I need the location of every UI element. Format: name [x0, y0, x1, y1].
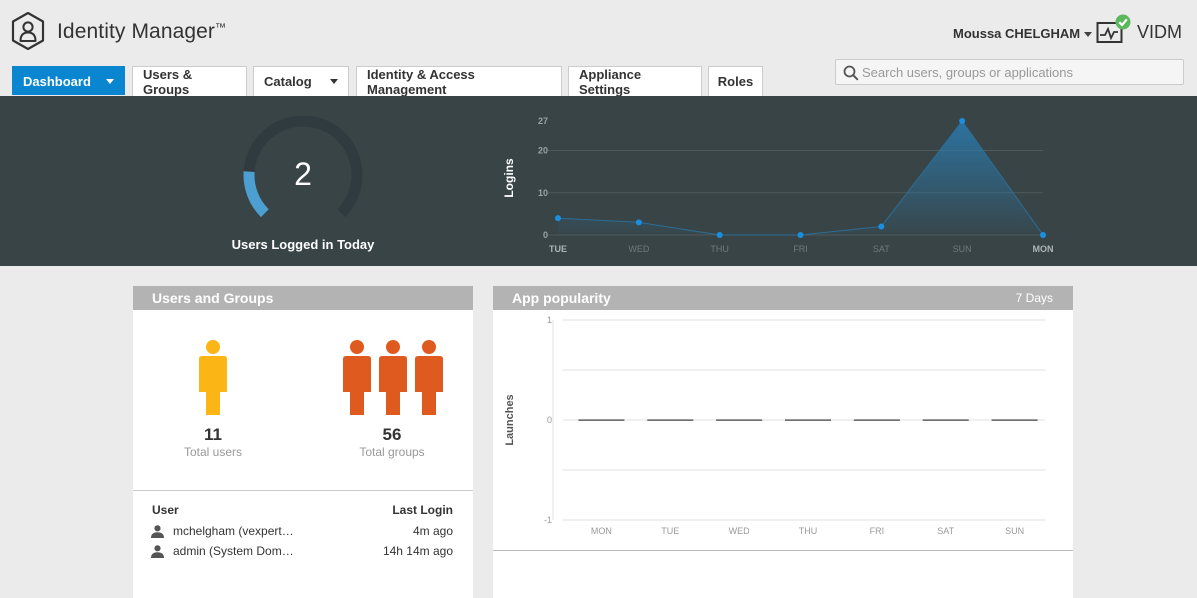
bar-fri: [853, 419, 900, 421]
table-row[interactable]: admin (System Dom… 14h 14m ago: [151, 544, 453, 562]
y-tick-label: -1: [544, 515, 552, 525]
tab-appliance-settings[interactable]: Appliance Settings: [568, 66, 702, 97]
x-tick-label: WED: [628, 244, 649, 254]
x-tick-label: SUN: [1005, 526, 1024, 536]
logins-area: [558, 121, 1043, 235]
divider: [493, 550, 1073, 551]
users-groups-panel: Users and Groups 11 Total users 56 Total…: [133, 286, 473, 598]
user-name: mchelgham (vexpert…: [173, 524, 294, 538]
identity-manager-logo-icon: [11, 12, 45, 50]
tab-label: Appliance Settings: [579, 66, 642, 97]
group-icon: [343, 340, 443, 415]
logins-chart: 0 10 20 27 Logins TUE WED THU FRI SAT SUN MON: [502, 116, 1054, 254]
x-tick-label: WED: [729, 526, 750, 536]
x-tick-label: FRI: [793, 244, 808, 254]
tab-label: Catalog: [264, 74, 312, 89]
app-popularity-chart: 1 0 -1 Launches MON TUE WED THU FRI SAT SUN: [504, 315, 1045, 536]
total-users-label: Total users: [183, 445, 243, 459]
y-tick-label: 0: [547, 415, 552, 425]
data-point-tue: [555, 215, 561, 222]
header: Identity Manager™ Moussa CHELGHAM VIDM D…: [0, 0, 1197, 97]
app-title: Identity Manager™: [57, 20, 227, 43]
panel-title: App popularity: [512, 290, 611, 306]
x-tick-label: SAT: [937, 526, 954, 536]
period-label[interactable]: 7 Days: [1015, 291, 1053, 305]
search-icon: [843, 65, 859, 81]
x-tick-label: SAT: [873, 244, 890, 254]
users-logged-in-gauge: [243, 116, 363, 218]
trademark-symbol: ™: [215, 22, 227, 34]
tab-identity-access-management[interactable]: Identity & Access Management: [356, 66, 562, 97]
table-row[interactable]: mchelgham (vexpert… 4m ago: [151, 524, 453, 542]
tab-label: Dashboard: [23, 73, 91, 89]
total-groups-count: 56: [382, 425, 402, 444]
bar-wed: [716, 419, 763, 421]
tab-dashboard[interactable]: Dashboard: [12, 66, 125, 95]
tab-label: Roles: [717, 74, 754, 89]
user-name: admin (System Dom…: [173, 544, 294, 558]
divider: [133, 490, 473, 491]
x-tick-label: THU: [799, 526, 818, 536]
chevron-down-icon: [1084, 32, 1093, 38]
data-point-sun: [959, 118, 966, 124]
total-users-count: 11: [204, 425, 222, 444]
x-tick-label: MON: [1033, 244, 1054, 254]
data-point-wed: [635, 219, 642, 226]
x-tick-label: TUE: [661, 526, 679, 536]
gauge-fill: [243, 171, 269, 218]
search-box[interactable]: [835, 59, 1184, 85]
tab-roles[interactable]: Roles: [708, 66, 763, 96]
column-header-user: User: [152, 503, 179, 517]
app-popularity-panel: App popularity 7 Days 1 0 -1 Launches MON TUE…: [493, 286, 1073, 598]
user-icon: [151, 525, 164, 538]
user-name: Moussa CHELGHAM: [953, 26, 1081, 41]
y-axis-label: Logins: [502, 158, 516, 198]
x-tick-label: THU: [710, 244, 729, 254]
y-tick-label: 20: [538, 146, 548, 156]
data-point-mon: [1040, 232, 1046, 238]
tenant-label[interactable]: VIDM: [1137, 22, 1182, 42]
tab-label: Identity & Access Management: [367, 66, 475, 97]
y-tick-label: 0: [543, 230, 548, 240]
search-input[interactable]: [862, 62, 1177, 82]
monitor-status-ok-icon[interactable]: [1096, 14, 1132, 46]
last-login-time: 14h 14m ago: [382, 544, 453, 558]
user-icon: [199, 340, 227, 415]
y-tick-label: 10: [538, 188, 548, 198]
column-header-last-login: Last Login: [392, 503, 453, 517]
tab-label: Users & Groups: [143, 66, 193, 97]
total-groups-label: Total groups: [359, 445, 425, 459]
user-menu[interactable]: Moussa CHELGHAM: [953, 26, 1093, 41]
x-tick-label: FRI: [870, 526, 885, 536]
users-logged-in-count: 2: [294, 156, 312, 192]
x-tick-label: SUN: [953, 244, 972, 254]
panel-header: App popularity 7 Days: [493, 286, 1073, 310]
chevron-down-icon[interactable]: [106, 78, 114, 84]
tab-catalog[interactable]: Catalog: [253, 66, 349, 96]
tab-users-groups[interactable]: Users & Groups: [132, 66, 247, 97]
panel-title: Users and Groups: [133, 286, 473, 310]
bar-sun: [991, 419, 1038, 421]
y-tick-label: 27: [538, 116, 548, 126]
y-axis-label: Launches: [504, 394, 516, 445]
data-point-fri: [797, 232, 804, 238]
data-point-thu: [716, 232, 723, 238]
bar-tue: [647, 419, 694, 421]
bar-sat: [922, 419, 969, 421]
users-logged-in-label: Users Logged in Today: [231, 237, 375, 252]
bar-thu: [785, 419, 831, 421]
user-icon: [151, 545, 164, 558]
x-tick-label: TUE: [549, 244, 567, 254]
data-point-sat: [878, 223, 885, 230]
bar-mon: [578, 419, 625, 421]
y-tick-label: 1: [547, 315, 552, 325]
chevron-down-icon[interactable]: [330, 79, 338, 84]
last-login-time: 4m ago: [412, 524, 453, 538]
x-tick-label: MON: [591, 526, 612, 536]
